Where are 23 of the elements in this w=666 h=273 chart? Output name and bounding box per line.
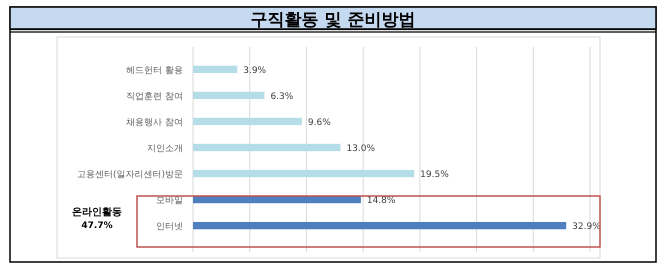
- data-label: 32.9%: [572, 222, 602, 232]
- data-label: 14.8%: [366, 196, 396, 206]
- text: 온라인활동: [72, 207, 122, 218]
- data-label: 6.3%: [270, 92, 294, 102]
- y-tick-label: 모바일: [156, 196, 183, 206]
- y-tick-label: 직업훈련 참여: [126, 92, 183, 102]
- bar: [193, 170, 414, 178]
- bar: [193, 144, 340, 152]
- y-tick-label: 지인소개: [147, 144, 183, 154]
- data-label: 19.5%: [420, 170, 450, 180]
- chart-title: 구직활동 및 준비방법: [250, 10, 416, 30]
- data-label: 13.0%: [346, 144, 376, 154]
- bar: [193, 222, 566, 230]
- y-tick-label: 고용센터(일자리센터)방문: [76, 170, 183, 180]
- bar: [193, 66, 238, 74]
- bar: [193, 92, 264, 100]
- y-tick-label: 헤드헌터 활용: [126, 66, 183, 76]
- y-tick-label: 인터넷: [156, 222, 183, 232]
- bar: [193, 118, 302, 126]
- data-label: 9.6%: [308, 118, 332, 128]
- text: 47.7%: [81, 221, 113, 231]
- y-tick-label: 채용행사 참여: [126, 118, 183, 128]
- data-label: 3.9%: [243, 66, 267, 76]
